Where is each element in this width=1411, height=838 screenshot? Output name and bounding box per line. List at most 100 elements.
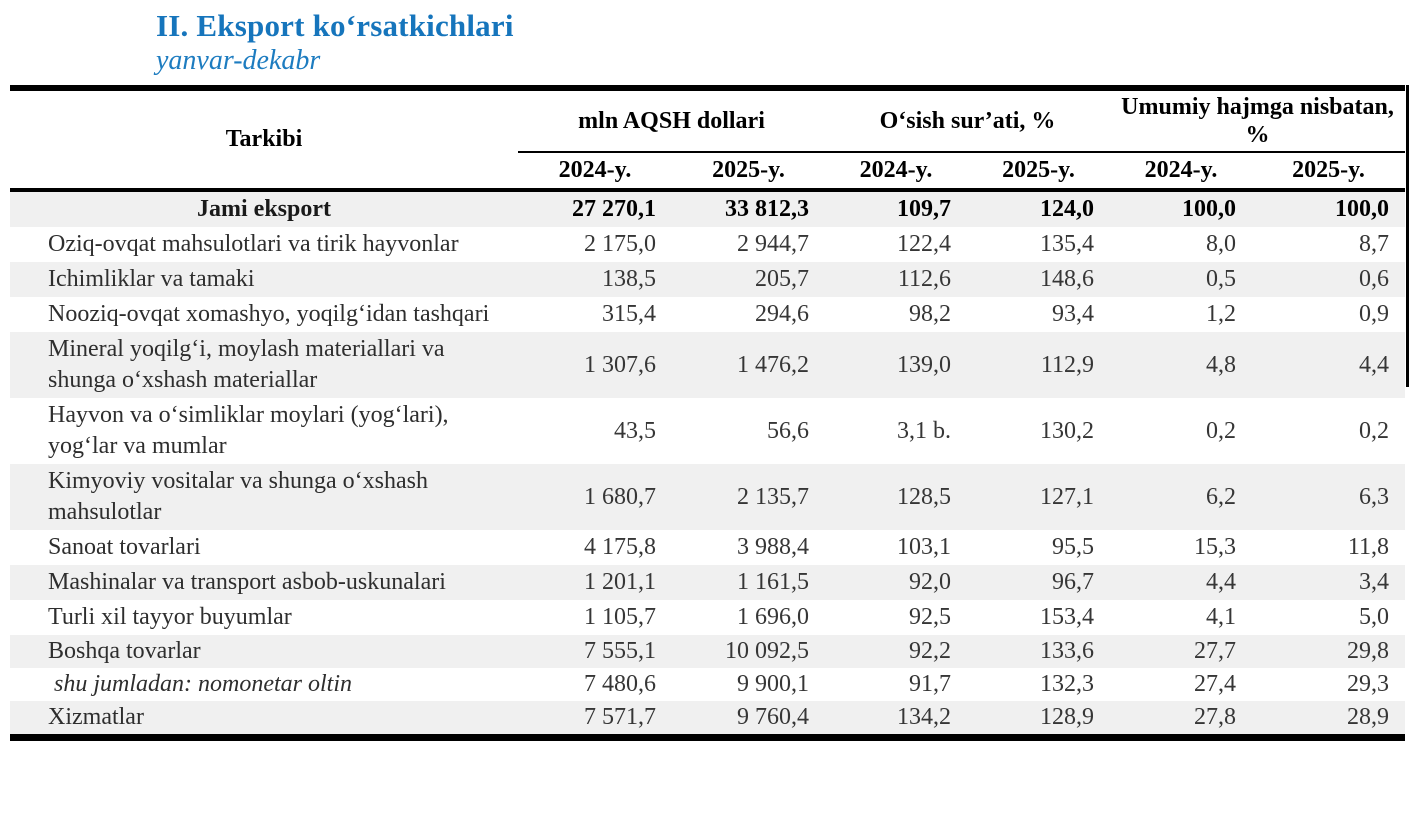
cell-value: 112,9 [967, 332, 1111, 398]
cell-value: 294,6 [755, 301, 810, 327]
cell-value: 1 696,0 [737, 604, 810, 630]
cell-value: 10 092,5 [672, 635, 826, 668]
cell-value: 138,5 [518, 262, 672, 297]
row-label: Mashinalar va transport asbob-uskunalari [10, 565, 518, 600]
cell-value: 100,0 [1252, 190, 1406, 227]
table-row-nonmonetary-gold: shu jumladan: nomonetar oltin 7 480,6 9 … [10, 668, 1405, 701]
cell-value: 4,4 [1252, 332, 1406, 398]
cell-value: 27,4 [1194, 671, 1237, 697]
row-label: Kimyoviy vositalar va shunga o‘xshash ma… [10, 464, 518, 530]
cell-value: 2 944,7 [737, 231, 810, 257]
cell-value: 2 135,7 [672, 464, 826, 530]
cell-value: 133,6 [967, 635, 1111, 668]
cell-value: 1 201,1 [518, 565, 672, 600]
cell-value: 153,4 [1040, 604, 1095, 630]
cell-value: 8,0 [1206, 231, 1237, 257]
cell-value: 3,4 [1252, 565, 1406, 600]
row-label: Nooziq-ovqat xomashyo, yoqilg‘idan tashq… [48, 301, 490, 327]
cell-value: 27,7 [1110, 635, 1253, 668]
cell-value: 0,9 [1359, 301, 1390, 327]
col-header-tarkibi: Tarkibi [10, 88, 518, 192]
table-right-edge-rule [1406, 85, 1409, 387]
table-row-beverages-tobacco: Ichimliklar va tamaki 138,5 205,7 112,6 … [10, 262, 1406, 297]
cell-value: 139,0 [825, 332, 968, 398]
cell-value: 0,5 [1110, 262, 1253, 297]
cell-value: 1 476,2 [672, 332, 826, 398]
table-row-mineral-fuels: Mineral yoqilg‘i, moylash materiallari v… [10, 332, 1406, 398]
row-label: shu jumladan: nomonetar oltin [54, 671, 352, 697]
cell-value: 43,5 [614, 417, 656, 444]
col-header-year-2024-usd: 2024-y. [518, 152, 672, 192]
col-group-mln-usd: mln AQSH dollari [518, 88, 826, 153]
cell-value: 92,0 [825, 565, 968, 600]
col-group-share-of-total: Umumiy hajmga nisbatan, % [1110, 88, 1406, 153]
cell-value: 128,5 [825, 464, 968, 530]
row-label: Mineral yoqilg‘i, moylash materiallari v… [10, 332, 518, 398]
cell-value: 91,7 [909, 671, 952, 697]
cell-value: 95,5 [1052, 534, 1095, 560]
page-title: II. Eksport ko‘rsatkichlari [156, 8, 514, 43]
cell-value: 0,2 [1359, 417, 1390, 444]
col-header-year-2024-share: 2024-y. [1110, 152, 1253, 192]
cell-value: 1 161,5 [672, 565, 826, 600]
page-subtitle: yanvar-dekabr [156, 45, 321, 76]
cell-value: 8,7 [1359, 231, 1390, 257]
cell-value: 134,2 [825, 701, 968, 738]
cell-value: 122,4 [897, 231, 952, 257]
cell-value: 103,1 [897, 534, 952, 560]
cell-value: 92,2 [825, 635, 968, 668]
cell-value: 15,3 [1194, 534, 1237, 560]
row-label: Ichimliklar va tamaki [10, 262, 518, 297]
cell-value: 1,2 [1206, 301, 1237, 327]
cell-value: 100,0 [1110, 190, 1253, 227]
cell-value: 4,4 [1110, 565, 1253, 600]
cell-value: 2 175,0 [584, 231, 656, 257]
cell-value: 1 307,6 [518, 332, 672, 398]
col-group-growth-rate: O‘sish sur’ati, % [825, 88, 1111, 153]
cell-value: 9 900,1 [737, 671, 810, 697]
cell-value: 28,9 [1252, 701, 1406, 738]
data-table: Tarkibi mln AQSH dollari O‘sish sur’ati,… [10, 85, 1406, 741]
title-block: II. Eksport ko‘rsatkichlari yanvar-dekab… [156, 8, 514, 78]
cell-value: 98,2 [909, 301, 952, 327]
col-header-year-2024-growth: 2024-y. [825, 152, 968, 192]
cell-value: 7 480,6 [584, 671, 656, 697]
cell-value: 0,6 [1252, 262, 1406, 297]
cell-value: 132,3 [1040, 671, 1095, 697]
cell-value: 33 812,3 [672, 190, 826, 227]
row-label: Boshqa tovarlar [10, 635, 518, 668]
cell-value: 315,4 [602, 301, 656, 327]
cell-value: 7 571,7 [518, 701, 672, 738]
table-row-chemicals: Kimyoviy vositalar va shunga o‘xshash ma… [10, 464, 1406, 530]
cell-value: 27 270,1 [518, 190, 672, 227]
header-group-row: Tarkibi mln AQSH dollari O‘sish sur’ati,… [10, 88, 1406, 192]
cell-value: 3 988,4 [737, 534, 810, 560]
cell-value: 56,6 [767, 417, 810, 444]
table-row-nonfood-raw-materials: Nooziq-ovqat xomashyo, yoqilg‘idan tashq… [10, 297, 1405, 332]
export-indicators-table: Tarkibi mln AQSH dollari O‘sish sur’ati,… [10, 85, 1406, 741]
table-row-total-export: Jami eksport 27 270,1 33 812,3 109,7 124… [10, 190, 1406, 227]
cell-value: 109,7 [825, 190, 968, 227]
cell-value: 6,2 [1110, 464, 1253, 530]
table-row-misc-manufactured: Turli xil tayyor buyumlar 1 105,7 1 696,… [10, 600, 1405, 635]
cell-value: 135,4 [1040, 231, 1095, 257]
cell-value: 124,0 [967, 190, 1111, 227]
cell-value: 29,3 [1347, 671, 1390, 697]
table-row-industrial-goods: Sanoat tovarlari 4 175,8 3 988,4 103,1 9… [10, 530, 1405, 565]
cell-value: 5,0 [1359, 604, 1390, 630]
row-label: Sanoat tovarlari [48, 534, 201, 560]
cell-value: 1 680,7 [518, 464, 672, 530]
table-row-animal-vegetable-oils: Hayvon va o‘simliklar moylari (yog‘lari)… [10, 398, 1405, 464]
cell-value: 6,3 [1252, 464, 1406, 530]
cell-value: 92,5 [909, 604, 952, 630]
cell-value: 7 555,1 [518, 635, 672, 668]
cell-value: 4,1 [1206, 604, 1237, 630]
col-header-year-2025-growth: 2025-y. [967, 152, 1111, 192]
cell-value: 205,7 [672, 262, 826, 297]
cell-value: 11,8 [1347, 534, 1390, 560]
row-label: Hayvon va o‘simliklar moylari (yog‘lari)… [48, 402, 449, 459]
cell-value: 128,9 [967, 701, 1111, 738]
table-row-services: Xizmatlar 7 571,7 9 760,4 134,2 128,9 27… [10, 701, 1406, 738]
cell-value: 9 760,4 [672, 701, 826, 738]
